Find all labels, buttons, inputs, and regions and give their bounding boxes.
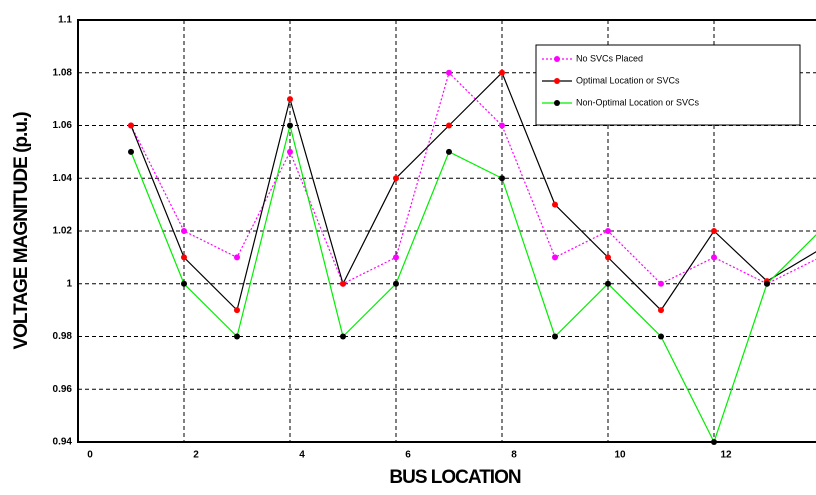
data-point	[711, 228, 717, 234]
y-tick-label: 1.04	[53, 173, 73, 184]
series-line	[130, 125, 816, 444]
x-axis-label: BUS LOCATION	[389, 467, 520, 488]
x-tick-label: 2	[193, 450, 199, 461]
y-axis-label: VOLTAGE MAGNITUDE (p.u.)	[11, 112, 32, 350]
series-line	[130, 71, 816, 285]
x-tick-label: 8	[511, 450, 517, 461]
legend-marker	[554, 56, 560, 62]
x-tick-label: 10	[614, 450, 626, 461]
data-point	[605, 228, 611, 234]
data-point	[393, 280, 399, 287]
data-point	[287, 96, 293, 103]
y-tick-label: 0.94	[53, 437, 73, 448]
data-point	[711, 439, 717, 445]
data-point	[181, 228, 187, 234]
data-point	[499, 175, 505, 182]
legend-marker	[554, 78, 560, 84]
data-point	[552, 333, 558, 340]
data-point	[181, 254, 187, 261]
y-tick-label: 1.08	[53, 67, 73, 78]
data-point	[605, 254, 611, 261]
x-tick-label: 0	[87, 450, 93, 461]
data-point	[340, 333, 346, 340]
legend-text: No SVCs Placed	[576, 53, 643, 63]
series-line	[130, 71, 816, 312]
data-point	[393, 254, 399, 261]
data-point	[234, 254, 240, 261]
y-tick-label: 1.06	[53, 120, 73, 131]
data-point	[552, 201, 558, 208]
data-point	[764, 280, 770, 287]
data-point	[446, 148, 452, 155]
plot-frame	[77, 19, 816, 443]
data-point	[340, 280, 346, 287]
data-point	[499, 69, 505, 76]
data-point	[552, 254, 558, 261]
data-point	[711, 254, 717, 261]
y-tick-label: 1	[66, 278, 72, 289]
x-tick-label: 6	[405, 450, 411, 461]
x-tick-label: 12	[720, 450, 732, 461]
legend-marker	[554, 100, 560, 106]
data-point	[658, 333, 664, 340]
data-point	[287, 148, 293, 155]
legend-box	[535, 44, 801, 126]
data-point	[499, 122, 505, 129]
data-point	[128, 122, 134, 129]
data-point	[393, 175, 399, 182]
data-point	[446, 122, 452, 129]
data-point	[658, 280, 664, 287]
data-point	[128, 148, 134, 155]
data-point	[658, 307, 664, 314]
data-point	[446, 69, 452, 76]
y-tick-label: 1.1	[58, 15, 72, 26]
data-point	[181, 280, 187, 287]
data-point	[234, 307, 240, 314]
legend-text: Optimal Location or SVCs	[576, 75, 680, 85]
legend-text: Non-Optimal Location or SVCs	[576, 97, 700, 107]
data-point	[234, 333, 240, 340]
data-point	[287, 122, 293, 129]
y-tick-label: 0.96	[53, 384, 73, 395]
x-tick-label: 4	[299, 450, 305, 461]
y-tick-label: 0.98	[53, 331, 73, 342]
data-point	[605, 280, 611, 287]
y-tick-label: 1.02	[53, 226, 73, 237]
